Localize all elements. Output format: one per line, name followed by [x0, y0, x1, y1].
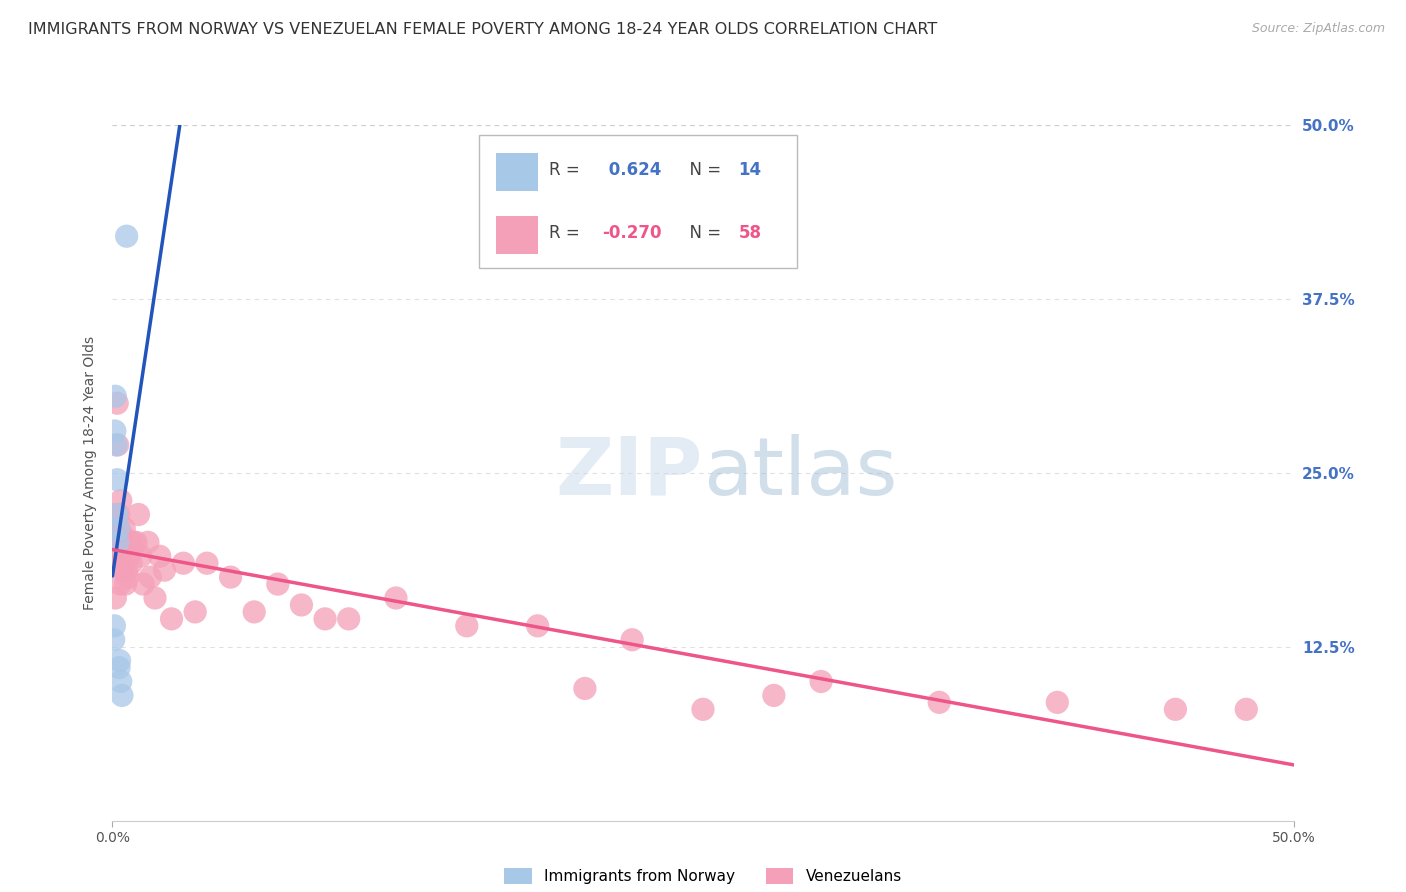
Point [104, 389, 127, 403]
Point [107, 549, 129, 564]
Point [108, 521, 131, 535]
Point [621, 632, 644, 647]
Point [104, 535, 127, 549]
Point [107, 521, 129, 535]
Point [115, 563, 138, 577]
Text: -0.270: -0.270 [603, 224, 662, 242]
Point [136, 535, 159, 549]
Point [117, 570, 139, 584]
Point [810, 674, 832, 689]
Point [105, 535, 128, 549]
Point [112, 563, 135, 577]
Point [118, 549, 141, 564]
Text: 58: 58 [738, 224, 762, 242]
Text: Source: ZipAtlas.com: Source: ZipAtlas.com [1251, 22, 1385, 36]
Point [692, 702, 714, 716]
FancyBboxPatch shape [496, 216, 537, 254]
Point [160, 612, 183, 626]
Point [1234, 702, 1257, 716]
Point [456, 619, 478, 633]
Legend: Immigrants from Norway, Venezuelans: Immigrants from Norway, Venezuelans [505, 869, 901, 884]
Point [1046, 695, 1069, 709]
Point [184, 605, 207, 619]
Text: R =: R = [550, 161, 585, 179]
Point [114, 577, 136, 591]
Point [115, 229, 138, 244]
Point [314, 612, 336, 626]
Point [105, 438, 128, 452]
Point [290, 598, 312, 612]
Point [107, 535, 129, 549]
Point [110, 535, 132, 549]
Text: IMMIGRANTS FROM NORWAY VS VENEZUELAN FEMALE POVERTY AMONG 18-24 YEAR OLDS CORREL: IMMIGRANTS FROM NORWAY VS VENEZUELAN FEM… [28, 22, 938, 37]
Point [107, 508, 129, 522]
Point [105, 508, 128, 522]
Point [243, 605, 266, 619]
FancyBboxPatch shape [478, 136, 797, 268]
Point [267, 577, 290, 591]
Point [108, 660, 131, 674]
Point [108, 577, 131, 591]
Point [103, 535, 125, 549]
Point [153, 563, 176, 577]
Point [103, 619, 125, 633]
Point [105, 396, 128, 410]
Point [111, 542, 134, 557]
FancyBboxPatch shape [496, 153, 537, 191]
Text: R =: R = [550, 224, 585, 242]
Point [195, 556, 218, 570]
Point [219, 570, 242, 584]
Point [104, 591, 127, 605]
Point [120, 535, 142, 549]
Point [574, 681, 596, 696]
Point [129, 549, 152, 564]
Point [111, 528, 134, 542]
Text: ZIP: ZIP [555, 434, 703, 512]
Point [132, 577, 155, 591]
Point [125, 535, 148, 549]
Point [139, 570, 162, 584]
Y-axis label: Female Poverty Among 18-24 Year Olds: Female Poverty Among 18-24 Year Olds [83, 335, 97, 610]
Point [143, 591, 166, 605]
Point [103, 632, 125, 647]
Point [103, 521, 125, 535]
Point [385, 591, 408, 605]
Point [105, 508, 128, 522]
Point [526, 619, 548, 633]
Point [120, 556, 142, 570]
Text: 14: 14 [738, 161, 762, 179]
Point [110, 493, 132, 508]
Point [928, 695, 950, 709]
Point [108, 654, 131, 668]
Point [1164, 702, 1187, 716]
Point [110, 674, 132, 689]
Point [149, 549, 172, 564]
Point [112, 521, 135, 535]
Point [122, 535, 145, 549]
Text: N =: N = [679, 224, 727, 242]
Point [337, 612, 360, 626]
Point [104, 556, 127, 570]
Point [172, 556, 194, 570]
Point [108, 549, 131, 564]
Text: N =: N = [679, 161, 727, 179]
Point [111, 689, 134, 703]
Text: atlas: atlas [703, 434, 897, 512]
Point [762, 689, 785, 703]
Point [127, 508, 149, 522]
Text: 0.624: 0.624 [603, 161, 661, 179]
Point [104, 424, 127, 438]
Point [105, 473, 128, 487]
Point [107, 438, 129, 452]
